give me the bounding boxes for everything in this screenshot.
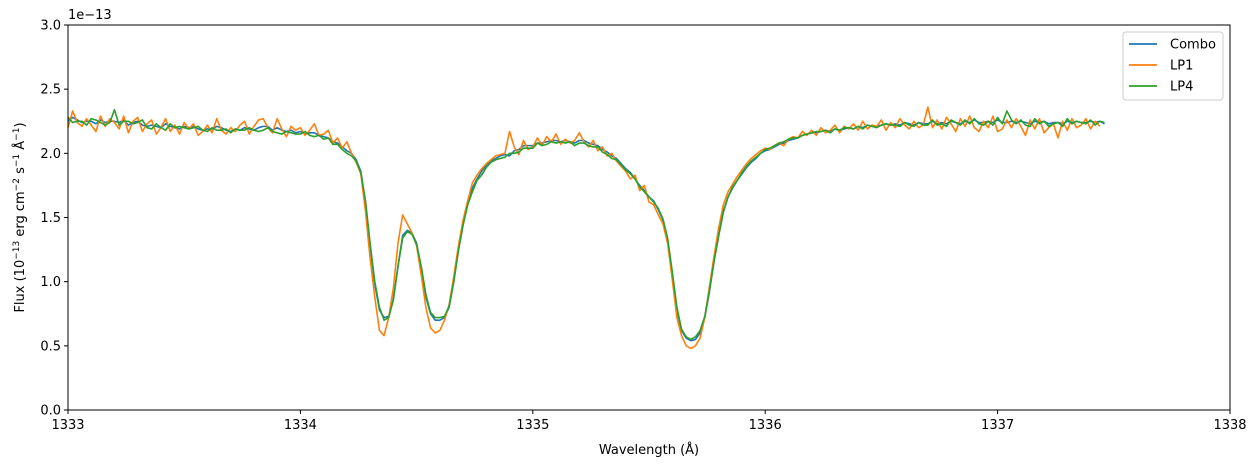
legend-label-combo: Combo bbox=[1170, 38, 1216, 53]
legend-box bbox=[1122, 31, 1224, 101]
y-label-part: erg cm bbox=[13, 191, 28, 240]
y-axis-label: Flux (10−13 erg cm−2 s−1 Å−1) bbox=[12, 122, 28, 312]
y-tick-label: 3.0 bbox=[40, 19, 61, 34]
series-line-lp1 bbox=[67, 106, 1101, 350]
legend: Combo LP1 LP4 bbox=[1122, 31, 1224, 101]
legend-label-lp4: LP4 bbox=[1170, 80, 1193, 95]
y-tick-label: 1.5 bbox=[40, 211, 61, 226]
x-tick-label: 1336 bbox=[749, 418, 782, 433]
y-label-part: Å bbox=[12, 141, 28, 154]
x-axis: 1333 1334 1335 1336 1337 1338 bbox=[51, 410, 1247, 433]
x-tick-label: 1333 bbox=[51, 418, 84, 433]
y-label-part: ) bbox=[13, 122, 28, 127]
series-layer bbox=[67, 106, 1105, 350]
x-tick-label: 1334 bbox=[284, 418, 317, 433]
y-tick-label: 2.5 bbox=[40, 83, 61, 98]
x-tick-label: 1338 bbox=[1213, 418, 1246, 433]
series-line-lp4 bbox=[67, 108, 1105, 341]
x-tick-label: 1335 bbox=[516, 418, 549, 433]
y-label-exponent: −1 bbox=[12, 154, 22, 167]
legend-label-lp1: LP1 bbox=[1170, 59, 1193, 74]
y-offset-text: 1e−13 bbox=[68, 8, 112, 23]
y-tick-label: 1.0 bbox=[40, 275, 61, 290]
y-label-part: Flux (10 bbox=[13, 260, 28, 313]
x-tick-label: 1337 bbox=[981, 418, 1014, 433]
y-tick-label: 0.0 bbox=[40, 404, 61, 419]
y-label-exponent: −13 bbox=[12, 241, 22, 260]
y-label-part: s bbox=[13, 167, 28, 178]
y-label-exponent: −2 bbox=[12, 178, 22, 191]
y-axis: 0.0 0.5 1.0 1.5 2.0 2.5 3.0 bbox=[40, 19, 68, 419]
y-tick-label: 2.0 bbox=[40, 147, 61, 162]
y-tick-label: 0.5 bbox=[40, 339, 61, 354]
y-label-exponent: −1 bbox=[12, 128, 22, 141]
x-axis-label: Wavelength (Å) bbox=[599, 442, 699, 458]
